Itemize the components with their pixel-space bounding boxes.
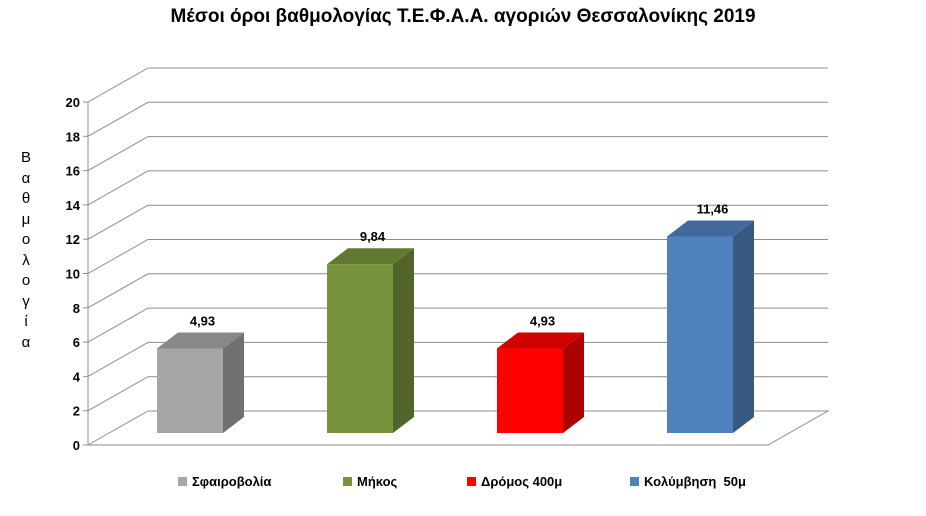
bar-front bbox=[157, 348, 223, 433]
y-axis-label-letter: Β bbox=[20, 149, 31, 166]
data-labels: 4,93 9,84 4,93 11,46 bbox=[190, 201, 729, 328]
legend: Σφαιροβολία Μήκος Δρόμος 400μ Κολύμβηση 50μ bbox=[0, 474, 926, 496]
legend-swatch bbox=[178, 477, 187, 486]
bar-top bbox=[497, 332, 584, 349]
legend-label: Δρόμος 400μ bbox=[481, 474, 563, 489]
bar-top bbox=[327, 248, 414, 265]
chart-title: Μέσοι όροι βαθμολογίας Τ.Ε.Φ.Α.Α. αγοριώ… bbox=[170, 6, 756, 27]
bar-side bbox=[733, 220, 754, 433]
y-tick-label: 6 bbox=[73, 335, 80, 350]
gridline bbox=[87, 67, 828, 103]
bar-3 bbox=[497, 332, 584, 433]
bar-4 bbox=[667, 220, 754, 433]
data-label: 4,93 bbox=[190, 313, 215, 328]
legend-label: Μήκος bbox=[357, 474, 398, 489]
bar-side bbox=[393, 248, 414, 433]
legend-item: Κολύμβηση 50μ bbox=[630, 474, 746, 489]
y-tick-label: 2 bbox=[73, 404, 80, 419]
gridlines bbox=[83, 67, 828, 446]
gridline bbox=[87, 101, 828, 137]
legend-item: Μήκος bbox=[343, 474, 397, 489]
gridline bbox=[87, 204, 828, 240]
gridline bbox=[87, 341, 828, 377]
bars bbox=[157, 220, 754, 433]
y-axis-label-letter: μ bbox=[21, 210, 31, 228]
legend-item: Σφαιροβολία bbox=[178, 474, 271, 489]
data-label: 11,46 bbox=[697, 201, 729, 216]
bar-1 bbox=[157, 332, 244, 433]
bar-side bbox=[563, 332, 584, 433]
y-tick-label: 8 bbox=[73, 301, 80, 316]
y-axis-label-letter: λ bbox=[22, 251, 30, 269]
gridline bbox=[87, 376, 828, 412]
y-tick-label: 10 bbox=[66, 267, 80, 282]
bar-front bbox=[667, 236, 733, 433]
gridline bbox=[87, 239, 828, 274]
legend-label: Σφαιροβολία bbox=[192, 474, 272, 489]
y-tick-labels: 0 2 4 6 8 10 12 14 16 18 20 bbox=[66, 95, 81, 453]
chart-floor bbox=[86, 410, 830, 446]
gridline bbox=[87, 307, 828, 343]
chart-plot: 0 2 4 6 8 10 12 14 16 18 20 4,93 9,84 4,93 11,46 bbox=[66, 67, 830, 453]
bar-2 bbox=[327, 248, 414, 433]
bar-side bbox=[223, 332, 244, 433]
legend-swatch bbox=[343, 477, 352, 486]
bar-front bbox=[497, 348, 563, 433]
legend-label: Κολύμβηση 50μ bbox=[644, 474, 746, 489]
legend-item: Δρόμος 400μ bbox=[467, 474, 562, 489]
gridline bbox=[87, 170, 828, 206]
y-axis-label-letter: α bbox=[21, 333, 31, 351]
y-tick-label: 0 bbox=[73, 438, 80, 453]
y-axis-label-letter: γ bbox=[22, 292, 30, 310]
y-axis-label-letter: θ bbox=[21, 190, 31, 207]
gridline bbox=[87, 273, 828, 309]
gridline bbox=[87, 136, 828, 172]
y-axis-label-letter: ο bbox=[21, 231, 31, 248]
bar-front bbox=[327, 264, 393, 433]
data-label: 9,84 bbox=[360, 229, 386, 244]
bar-top bbox=[667, 220, 754, 237]
y-axis-label-letter: ο bbox=[21, 272, 31, 289]
y-axis-label-letter: ί bbox=[24, 313, 28, 330]
y-tick-label: 16 bbox=[66, 164, 80, 179]
y-tick-label: 14 bbox=[66, 198, 81, 213]
y-axis-label-letter: α bbox=[21, 169, 31, 187]
bar-top bbox=[157, 332, 244, 349]
y-tick-label: 12 bbox=[66, 232, 80, 247]
legend-swatch bbox=[467, 477, 476, 486]
y-tick-label: 18 bbox=[66, 129, 80, 144]
y-tick-label: 4 bbox=[73, 369, 81, 384]
y-tick-label: 20 bbox=[66, 95, 80, 110]
data-label: 4,93 bbox=[530, 313, 555, 328]
legend-swatch bbox=[630, 477, 639, 486]
